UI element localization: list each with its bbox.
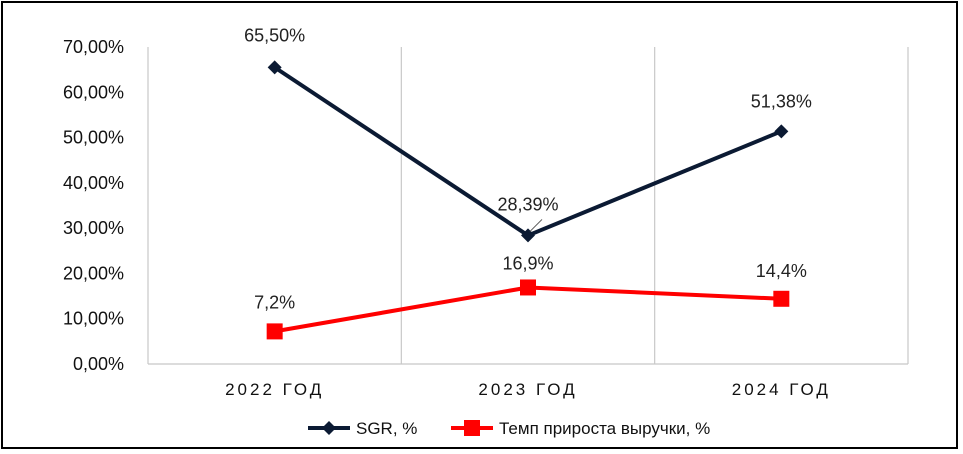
x-tick-label: 2022 ГОД <box>225 380 324 399</box>
series-point-1 <box>267 60 282 75</box>
y-tick-label: 20,00% <box>63 263 124 283</box>
data-labels: 65,50% 28,39% 51,38% 7,2% 16,9% 14,4% <box>244 25 812 312</box>
data-label-sgr: 51,38% <box>751 91 812 111</box>
data-label-revenue: 14,4% <box>756 261 807 281</box>
series-layer <box>266 60 790 340</box>
legend-label-2: Темп прироста выручки, % <box>499 419 710 438</box>
y-axis: 0,00% 10,00% 20,00% 30,00% 40,00% 50,00% 60,00… <box>63 37 909 374</box>
series-point-1 <box>521 228 535 243</box>
x-axis: 2022 ГОД 2023 ГОД 2024 ГОД <box>148 363 908 399</box>
y-tick-label: 40,00% <box>63 173 124 193</box>
data-label-revenue: 16,9% <box>502 253 553 273</box>
y-tick-label: 70,00% <box>63 37 124 57</box>
series-point-1 <box>774 124 789 139</box>
y-tick-label: 30,00% <box>63 218 124 238</box>
label-leader-line <box>529 219 543 232</box>
legend-label-1: SGR, % <box>356 419 417 438</box>
series-point-2 <box>773 290 790 307</box>
y-tick-label: 50,00% <box>63 128 124 148</box>
y-tick-label: 10,00% <box>63 309 124 329</box>
data-label-revenue: 7,2% <box>254 292 295 312</box>
line-chart: 0,00% 10,00% 20,00% 30,00% 40,00% 50,00% 60,00… <box>63 25 909 438</box>
x-tick-label: 2024 ГОД <box>732 380 831 399</box>
legend: SGR, % Темп прироста выручки, % <box>308 419 710 438</box>
series-point-2 <box>266 323 283 340</box>
series-point-2 <box>520 279 536 296</box>
legend-marker-1 <box>322 421 336 435</box>
y-tick-label: 60,00% <box>63 82 124 102</box>
data-label-sgr: 28,39% <box>497 194 558 214</box>
y-tick-label: 0,00% <box>73 354 124 374</box>
x-tick-label: 2023 ГОД <box>478 380 577 399</box>
legend-marker-2 <box>464 420 480 436</box>
data-label-sgr: 65,50% <box>244 25 305 45</box>
